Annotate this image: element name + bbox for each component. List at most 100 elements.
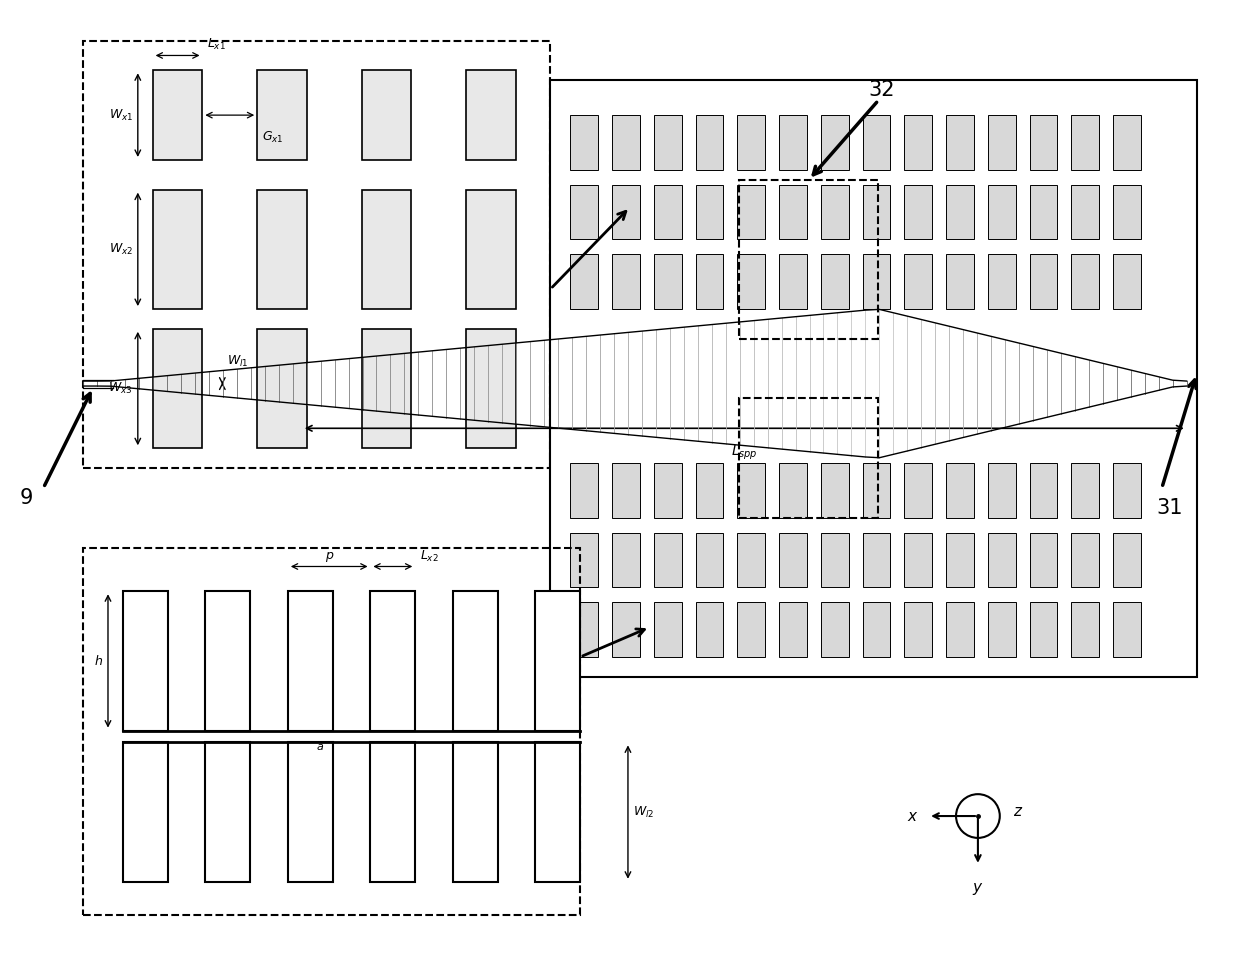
Bar	[1114, 603, 1141, 657]
Bar	[371, 742, 415, 881]
Text: $L_{spp}$: $L_{spp}$	[730, 444, 758, 462]
Bar	[779, 185, 807, 240]
Bar	[863, 533, 890, 587]
Bar	[821, 603, 848, 657]
Bar	[83, 548, 580, 916]
Text: $y$: $y$	[972, 880, 983, 897]
Bar	[1114, 115, 1141, 170]
Bar	[696, 463, 723, 517]
Bar	[738, 185, 765, 240]
Bar	[362, 70, 412, 160]
Bar	[821, 254, 848, 309]
Bar	[153, 70, 202, 160]
Bar	[904, 185, 932, 240]
Bar	[570, 533, 598, 587]
Bar	[570, 254, 598, 309]
Text: $L_{x1}$: $L_{x1}$	[207, 37, 226, 53]
Bar	[904, 254, 932, 309]
Bar	[696, 603, 723, 657]
Bar	[696, 115, 723, 170]
Text: $p$: $p$	[325, 550, 334, 563]
Bar	[570, 115, 598, 170]
Bar	[570, 185, 598, 240]
Bar	[1071, 533, 1099, 587]
Bar	[362, 190, 412, 309]
Bar	[466, 329, 516, 448]
Bar	[257, 70, 306, 160]
Bar	[863, 185, 890, 240]
Text: 31: 31	[1157, 498, 1183, 518]
Bar	[206, 591, 250, 731]
Bar	[153, 190, 202, 309]
Bar	[613, 115, 640, 170]
Bar	[739, 399, 878, 517]
Bar	[946, 603, 973, 657]
Bar	[696, 185, 723, 240]
Text: $h$: $h$	[94, 654, 103, 668]
Bar	[988, 603, 1016, 657]
Bar	[653, 185, 682, 240]
Bar	[946, 115, 973, 170]
Bar	[466, 190, 516, 309]
Bar	[1071, 115, 1099, 170]
Bar	[821, 463, 848, 517]
Bar	[988, 185, 1016, 240]
Bar	[696, 533, 723, 587]
Bar	[1029, 115, 1058, 170]
Bar	[988, 254, 1016, 309]
Bar	[371, 591, 415, 731]
Bar	[653, 115, 682, 170]
Bar	[536, 742, 580, 881]
Bar	[453, 591, 497, 731]
Text: 9: 9	[20, 488, 33, 508]
Bar	[613, 185, 640, 240]
Bar	[779, 533, 807, 587]
Text: $x$: $x$	[906, 809, 919, 824]
Bar	[551, 80, 1197, 677]
Bar	[1114, 463, 1141, 517]
Bar	[153, 329, 202, 448]
Text: $W_{x2}$: $W_{x2}$	[109, 241, 133, 257]
Bar	[1029, 603, 1058, 657]
Bar	[821, 185, 848, 240]
Bar	[653, 533, 682, 587]
Bar	[1029, 463, 1058, 517]
Bar	[288, 742, 332, 881]
Bar	[653, 463, 682, 517]
Bar	[570, 603, 598, 657]
Bar	[1114, 185, 1141, 240]
Bar	[257, 190, 306, 309]
Bar	[1071, 463, 1099, 517]
Bar	[1029, 185, 1058, 240]
Text: $L_{x2}$: $L_{x2}$	[420, 548, 439, 563]
Text: $a$: $a$	[316, 742, 325, 752]
Bar	[738, 254, 765, 309]
Bar	[946, 185, 973, 240]
Bar	[738, 115, 765, 170]
Bar	[821, 533, 848, 587]
Bar	[570, 463, 598, 517]
Bar	[904, 603, 932, 657]
Bar	[653, 603, 682, 657]
Bar	[779, 254, 807, 309]
Bar	[613, 603, 640, 657]
Bar	[1071, 254, 1099, 309]
Bar	[779, 463, 807, 517]
Bar	[904, 115, 932, 170]
Bar	[696, 254, 723, 309]
Bar	[738, 533, 765, 587]
Bar	[863, 254, 890, 309]
Bar	[83, 40, 551, 468]
Bar	[123, 742, 167, 881]
Bar	[613, 533, 640, 587]
Bar	[362, 329, 412, 448]
Bar	[1071, 185, 1099, 240]
Bar	[739, 180, 878, 339]
Text: 32: 32	[868, 80, 895, 101]
Bar	[453, 742, 497, 881]
Bar	[1029, 533, 1058, 587]
Bar	[988, 463, 1016, 517]
Bar	[257, 329, 306, 448]
Bar	[821, 115, 848, 170]
Bar	[1114, 533, 1141, 587]
